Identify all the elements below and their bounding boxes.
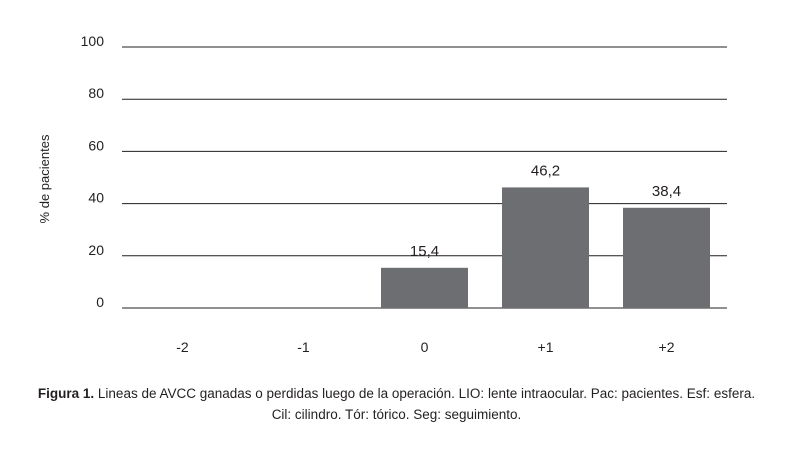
figure-caption: Figura 1. Lineas de AVCC ganadas o perdi… <box>0 383 793 425</box>
x-tick-label: +1 <box>538 339 554 355</box>
x-tick-label: -2 <box>176 339 189 355</box>
bar-chart: 0 20 40 60 80 100 15,4 46,2 38,4 -2 -1 0 +1 +2 % de… <box>37 33 727 355</box>
y-tick-label: 100 <box>81 33 105 49</box>
x-axis-ticks: -2 -1 0 +1 +2 <box>176 339 674 355</box>
y-tick-label: 60 <box>88 137 104 153</box>
x-tick-label: 0 <box>421 339 429 355</box>
y-tick-label: 20 <box>88 242 104 258</box>
caption-line-2: Cil: cilindro. Tór: tórico. Seg: seguimi… <box>271 407 522 422</box>
data-labels: 15,4 46,2 38,4 <box>410 162 681 259</box>
caption-text-1: Lineas de AVCC ganadas o perdidas luego … <box>97 386 756 401</box>
bar <box>502 187 589 308</box>
x-tick-label: -1 <box>297 339 310 355</box>
bar <box>623 207 710 308</box>
bars <box>381 187 710 308</box>
data-label: 46,2 <box>531 162 560 179</box>
y-axis-label: % de pacientes <box>37 134 52 223</box>
data-label: 38,4 <box>652 183 681 200</box>
caption-line-1: Figura 1. Lineas de AVCC ganadas o perdi… <box>0 383 793 404</box>
caption-label: Figura 1. <box>37 386 95 401</box>
bar <box>381 267 468 308</box>
data-label: 15,4 <box>410 243 439 260</box>
y-tick-label: 0 <box>96 294 104 310</box>
y-tick-label: 80 <box>88 85 104 101</box>
y-axis-ticks: 0 20 40 60 80 100 <box>81 33 105 310</box>
x-tick-label: +2 <box>659 339 675 355</box>
y-tick-label: 40 <box>88 190 104 206</box>
